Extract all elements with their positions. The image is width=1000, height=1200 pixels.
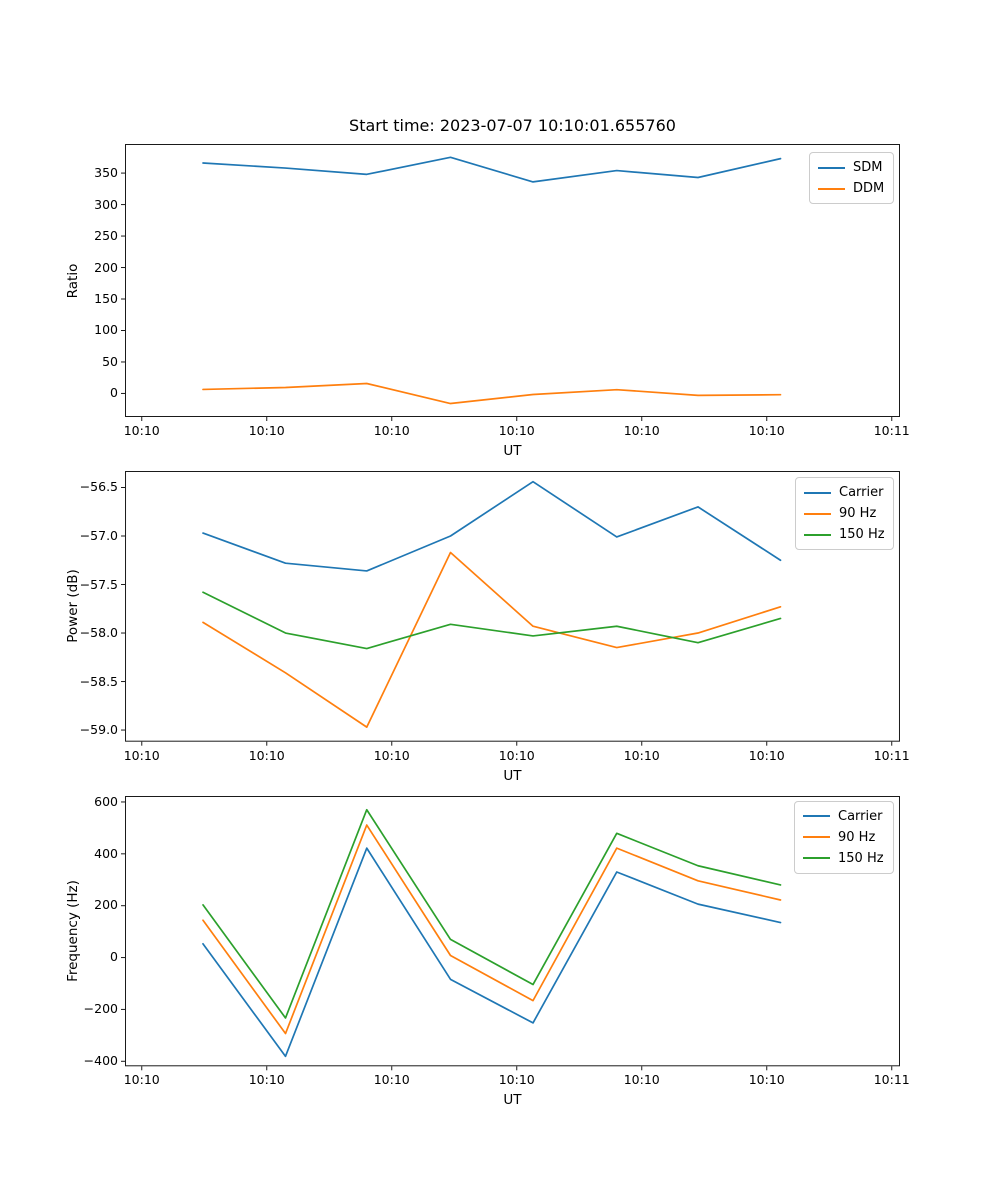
legend-entry: DDM <box>818 178 885 199</box>
legend-line-swatch <box>803 836 830 839</box>
frequency-axis-label: Frequency (Hz) <box>65 879 81 982</box>
x-tick-label: 10:10 <box>623 423 660 438</box>
frequency-legend: Carrier 90 Hz 150 Hz <box>794 800 894 874</box>
legend-entry-label: DDM <box>853 181 885 196</box>
x-tick-label: 10:10 <box>123 747 160 763</box>
y-tick-label: 200 <box>94 897 118 913</box>
x-tick-label: 10:10 <box>373 423 410 438</box>
y-tick-label: 250 <box>94 228 118 244</box>
legend-line-swatch <box>803 815 830 818</box>
x-tick-label: 10:10 <box>498 423 535 438</box>
y-tick-label: 0 <box>110 949 118 965</box>
series-line-90-hz <box>202 823 782 1035</box>
x-tick-label: 10:10 <box>123 1072 160 1087</box>
series-line-carrier <box>202 480 782 572</box>
y-tick-label: −58.5 <box>79 673 118 689</box>
x-tick-label: 10:10 <box>373 747 410 763</box>
ratio-legend: SDM DDM <box>809 152 894 204</box>
y-tick-label: −57.5 <box>79 576 118 592</box>
legend-entry-label: 90 Hz <box>839 506 877 521</box>
legend-entry: 90 Hz <box>803 827 885 848</box>
legend-entry: 90 Hz <box>804 503 885 524</box>
x-tick-label: 10:10 <box>498 1072 535 1087</box>
y-tick-label: 300 <box>94 196 118 212</box>
series-line-carrier <box>202 846 782 1057</box>
ut-axis-label-middle: UT <box>503 767 522 784</box>
y-tick-label: 200 <box>94 259 118 275</box>
ratio-chart-canvas <box>121 144 900 421</box>
legend-line-swatch <box>804 491 831 494</box>
x-tick-label: 10:11 <box>873 1072 910 1087</box>
x-tick-label: 10:10 <box>373 1072 410 1087</box>
axes-frame <box>125 795 900 1066</box>
x-tick-label: 10:10 <box>248 423 285 438</box>
legend-entry-label: SDM <box>853 160 883 175</box>
y-tick-label: 600 <box>94 793 118 809</box>
series-line-ddm <box>202 382 782 405</box>
legend-entry-label: 150 Hz <box>839 527 885 542</box>
legend-entry-label: 90 Hz <box>838 829 876 845</box>
legend-entry-label: Carrier <box>839 485 884 500</box>
series-line-sdm <box>202 156 782 183</box>
figure-title: Start time: 2023-07-07 10:10:01.655760 <box>349 116 676 135</box>
x-tick-label: 10:10 <box>748 1072 785 1087</box>
x-tick-label: 10:11 <box>873 423 910 438</box>
series-line-90-hz <box>202 551 782 728</box>
legend-line-swatch <box>818 166 845 169</box>
x-tick-label: 10:10 <box>248 1072 285 1087</box>
legend-line-swatch <box>818 187 845 190</box>
x-tick-label: 10:10 <box>623 747 660 763</box>
legend-entry: 150 Hz <box>803 848 885 869</box>
legend-entry: Carrier <box>803 806 885 827</box>
x-tick-label: 10:10 <box>498 747 535 763</box>
y-tick-label: −56.5 <box>79 479 118 495</box>
series-line-150-hz <box>202 591 782 650</box>
axes-frame <box>125 471 900 742</box>
y-tick-label: −200 <box>83 1001 118 1017</box>
legend-entry: SDM <box>818 157 885 178</box>
y-tick-label: −400 <box>83 1052 118 1068</box>
frequency-chart-canvas <box>121 795 900 1070</box>
axes-frame <box>125 144 900 417</box>
x-tick-label: 10:10 <box>123 423 160 438</box>
legend-entry-label: Carrier <box>838 808 883 824</box>
ut-axis-label-bottom: UT <box>503 1092 522 1108</box>
y-tick-label: 400 <box>94 845 118 861</box>
legend-entry: 150 Hz <box>804 524 885 545</box>
legend-line-swatch <box>803 857 830 860</box>
x-tick-label: 10:10 <box>623 1072 660 1087</box>
y-tick-label: −59.0 <box>79 722 118 738</box>
x-tick-label: 10:10 <box>748 747 785 763</box>
legend-entry: Carrier <box>804 482 885 503</box>
series-line-150-hz <box>202 808 782 1019</box>
ut-axis-label-top: UT <box>503 443 522 459</box>
y-tick-label: 100 <box>94 322 118 338</box>
y-tick-label: 150 <box>94 291 118 306</box>
legend-entry-label: 150 Hz <box>838 850 884 866</box>
power-chart-canvas <box>121 471 900 746</box>
legend-line-swatch <box>804 512 831 515</box>
y-tick-label: 50 <box>102 353 118 369</box>
x-tick-label: 10:10 <box>748 423 785 438</box>
power-legend: Carrier 90 Hz 150 Hz <box>795 477 894 550</box>
y-tick-label: −58.0 <box>79 625 118 641</box>
x-tick-label: 10:10 <box>248 747 285 763</box>
x-tick-label: 10:11 <box>873 747 910 763</box>
y-tick-label: 0 <box>110 385 118 401</box>
y-tick-label: 350 <box>94 165 118 181</box>
legend-line-swatch <box>804 533 831 536</box>
y-tick-label: −57.0 <box>79 528 118 543</box>
